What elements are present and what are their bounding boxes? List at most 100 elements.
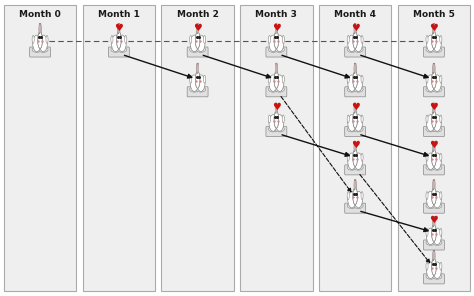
Ellipse shape [32,47,42,52]
Text: ♥: ♥ [429,215,438,226]
Ellipse shape [275,35,284,52]
Ellipse shape [355,63,356,74]
Circle shape [432,111,436,128]
Ellipse shape [434,25,435,33]
Circle shape [361,192,363,200]
Circle shape [353,188,357,205]
Ellipse shape [433,179,434,190]
Ellipse shape [354,35,363,52]
Ellipse shape [197,65,198,74]
Ellipse shape [190,75,199,91]
Ellipse shape [355,141,356,152]
Ellipse shape [275,23,276,34]
Circle shape [353,71,357,88]
Ellipse shape [354,104,355,114]
Ellipse shape [275,75,284,91]
Circle shape [353,111,357,128]
Circle shape [347,153,349,161]
Ellipse shape [197,25,198,34]
Ellipse shape [268,87,278,92]
Circle shape [125,36,127,44]
Ellipse shape [348,115,356,131]
Ellipse shape [275,126,284,132]
Circle shape [274,71,279,88]
Circle shape [32,36,34,44]
FancyBboxPatch shape [345,127,365,136]
Ellipse shape [433,218,434,227]
Circle shape [426,36,428,44]
Ellipse shape [354,47,363,52]
Circle shape [440,192,442,200]
Ellipse shape [433,250,434,261]
FancyBboxPatch shape [423,240,444,250]
Ellipse shape [434,216,435,227]
Ellipse shape [198,25,199,34]
Ellipse shape [433,104,434,112]
Circle shape [203,36,206,44]
Circle shape [268,115,271,123]
FancyBboxPatch shape [187,87,208,97]
Ellipse shape [433,142,434,150]
Ellipse shape [39,25,40,33]
Circle shape [426,262,428,270]
Ellipse shape [118,35,126,52]
Ellipse shape [354,153,363,170]
Ellipse shape [434,218,435,227]
Text: ♥: ♥ [272,102,281,112]
Circle shape [195,32,200,49]
Ellipse shape [434,250,435,261]
Ellipse shape [427,115,435,131]
Ellipse shape [433,181,434,189]
Text: ♥: ♥ [272,22,281,33]
Ellipse shape [433,218,434,226]
Ellipse shape [111,47,120,52]
Ellipse shape [433,35,441,52]
FancyBboxPatch shape [345,47,365,57]
Ellipse shape [276,23,277,34]
Circle shape [361,153,363,161]
Ellipse shape [190,87,199,92]
Ellipse shape [198,23,199,34]
FancyBboxPatch shape [423,47,444,57]
Ellipse shape [434,104,435,114]
Circle shape [440,153,442,161]
Ellipse shape [432,240,442,245]
Ellipse shape [434,103,435,113]
Ellipse shape [118,23,119,34]
Ellipse shape [276,65,277,74]
Ellipse shape [434,104,435,112]
FancyBboxPatch shape [345,203,365,213]
Ellipse shape [432,203,442,208]
Ellipse shape [427,228,435,245]
Ellipse shape [275,65,276,72]
Text: ♥: ♥ [351,102,359,112]
Ellipse shape [275,47,284,52]
Circle shape [361,36,363,44]
Bar [398,5,470,291]
Ellipse shape [275,115,284,131]
Ellipse shape [276,25,277,34]
Circle shape [353,32,357,49]
Circle shape [195,71,200,88]
Ellipse shape [355,179,356,190]
Ellipse shape [434,181,435,190]
Text: Month 1: Month 1 [98,9,140,19]
Ellipse shape [348,35,356,52]
Ellipse shape [354,126,363,132]
Ellipse shape [433,25,434,33]
Circle shape [353,149,357,166]
FancyBboxPatch shape [109,47,129,57]
Circle shape [426,115,428,123]
Ellipse shape [354,191,363,208]
Ellipse shape [119,25,120,34]
Ellipse shape [354,203,363,208]
Ellipse shape [433,228,441,245]
Circle shape [268,75,271,83]
Circle shape [432,71,436,88]
Circle shape [361,75,363,83]
FancyBboxPatch shape [30,47,51,57]
Ellipse shape [434,65,435,74]
Bar [240,5,313,291]
Ellipse shape [434,252,435,259]
Text: Month 4: Month 4 [334,9,376,19]
